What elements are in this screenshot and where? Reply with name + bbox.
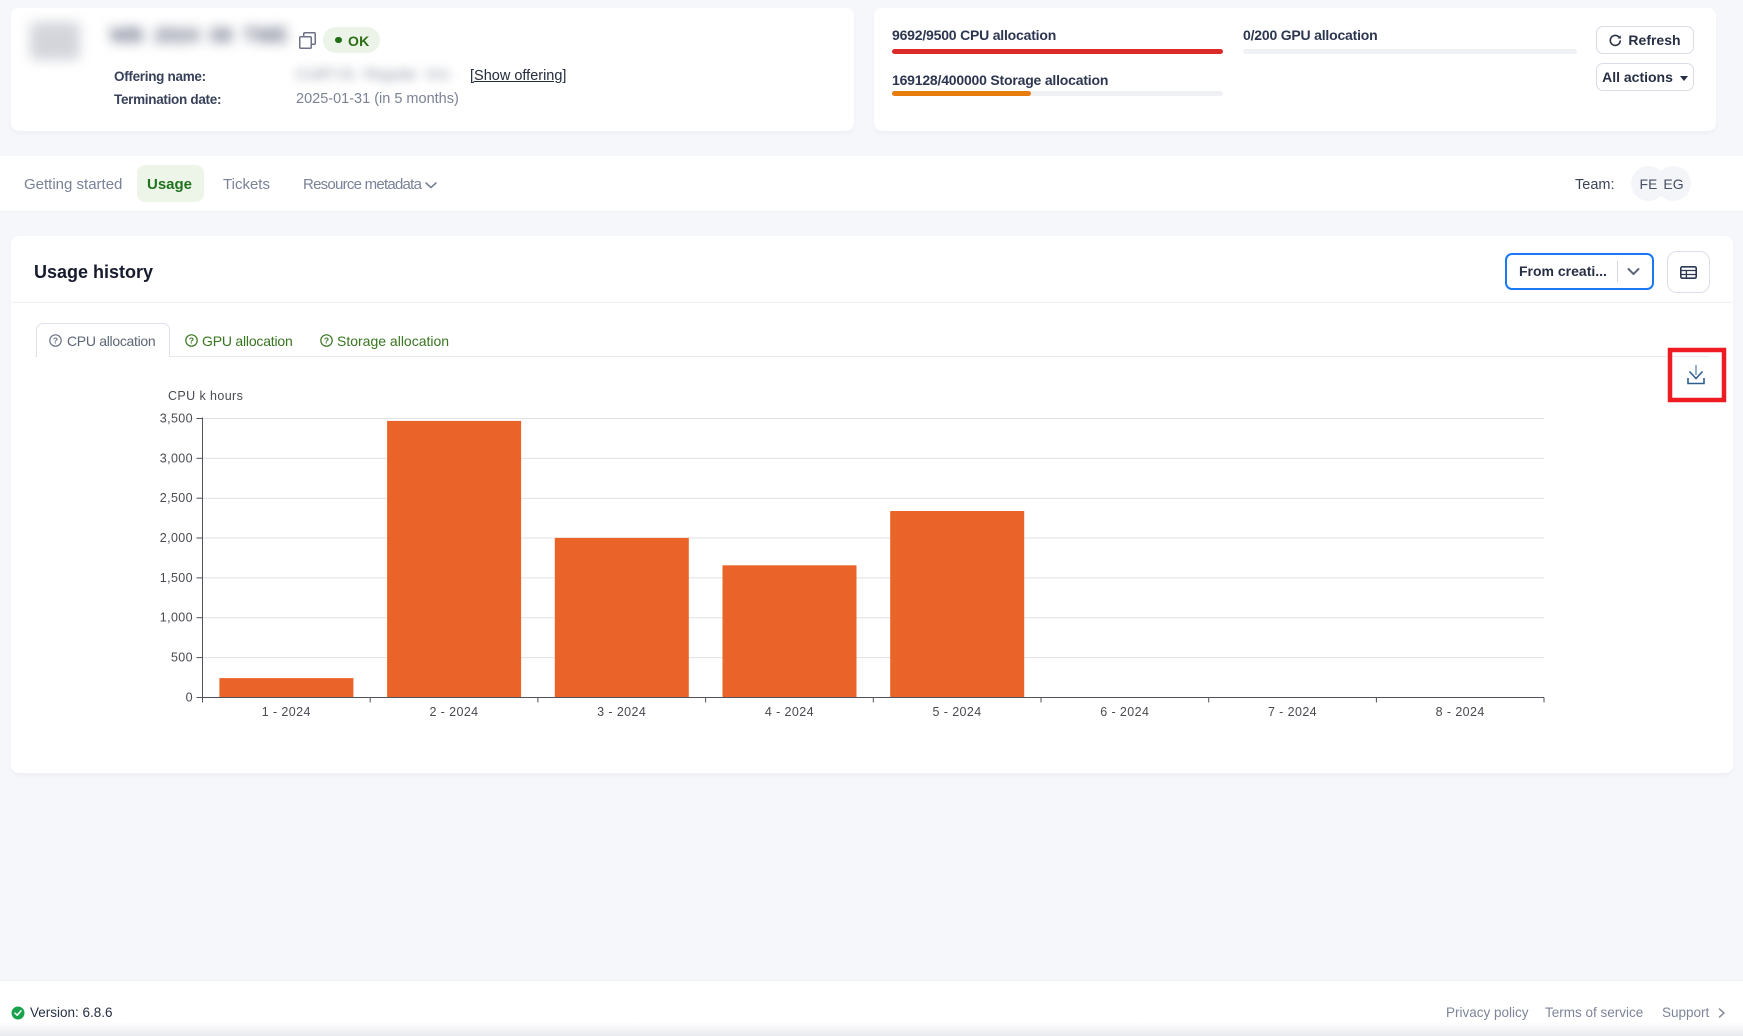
svg-text:?: ? (53, 335, 58, 345)
svg-text:?: ? (324, 335, 329, 345)
svg-text:?: ? (189, 335, 194, 345)
